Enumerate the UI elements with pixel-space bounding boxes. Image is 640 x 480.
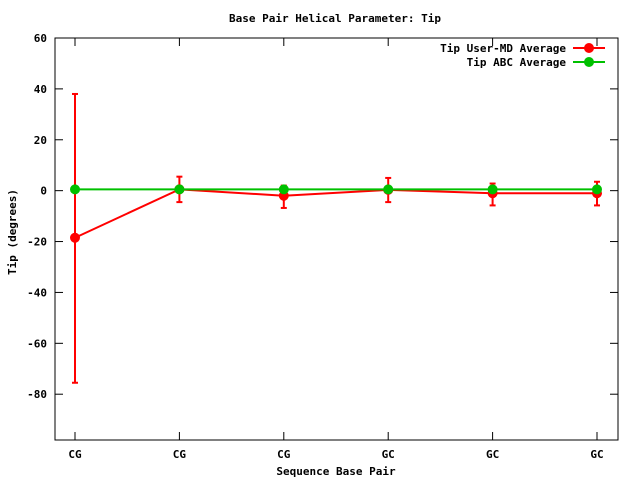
y-tick-label: -80 xyxy=(27,388,47,401)
y-tick-label: -20 xyxy=(27,236,47,249)
y-tick-label: -60 xyxy=(27,337,47,350)
x-axis-label: Sequence Base Pair xyxy=(276,465,396,478)
plot-frame xyxy=(54,37,619,441)
y-tick-label: 0 xyxy=(40,185,47,198)
legend-marker xyxy=(584,57,594,67)
legend-marker xyxy=(584,43,594,53)
data-point xyxy=(70,232,80,243)
legend-label: Tip User-MD Average xyxy=(440,42,566,55)
y-tick-label: 20 xyxy=(34,134,47,147)
series-layer xyxy=(70,92,602,384)
y-tick-label: 40 xyxy=(34,83,47,96)
legend-label: Tip ABC Average xyxy=(467,56,567,69)
x-tick-label: GC xyxy=(382,448,395,461)
x-tick-label: GC xyxy=(486,448,499,461)
data-point xyxy=(174,184,185,195)
axes: -80 -60 -40 -20 0 20 40 60 CG CG CG GC GC GC xyxy=(27,32,619,461)
y-axis-label: Tip (degrees) xyxy=(6,189,19,275)
series-2 xyxy=(70,184,602,195)
x-tick-label: CG xyxy=(277,448,291,461)
data-point xyxy=(278,184,289,195)
series-line xyxy=(74,188,597,239)
series-1 xyxy=(70,92,602,384)
y-tick-label: -40 xyxy=(27,286,47,299)
data-point xyxy=(487,184,498,195)
data-point xyxy=(383,184,394,195)
x-tick-label: CG xyxy=(173,448,187,461)
data-point xyxy=(592,184,602,195)
data-point xyxy=(70,184,80,195)
x-tick-label: GC xyxy=(590,448,603,461)
y-tick-label: 60 xyxy=(34,32,47,45)
chart-title: Base Pair Helical Parameter: Tip xyxy=(229,12,441,25)
x-tick-label: CG xyxy=(68,448,82,461)
